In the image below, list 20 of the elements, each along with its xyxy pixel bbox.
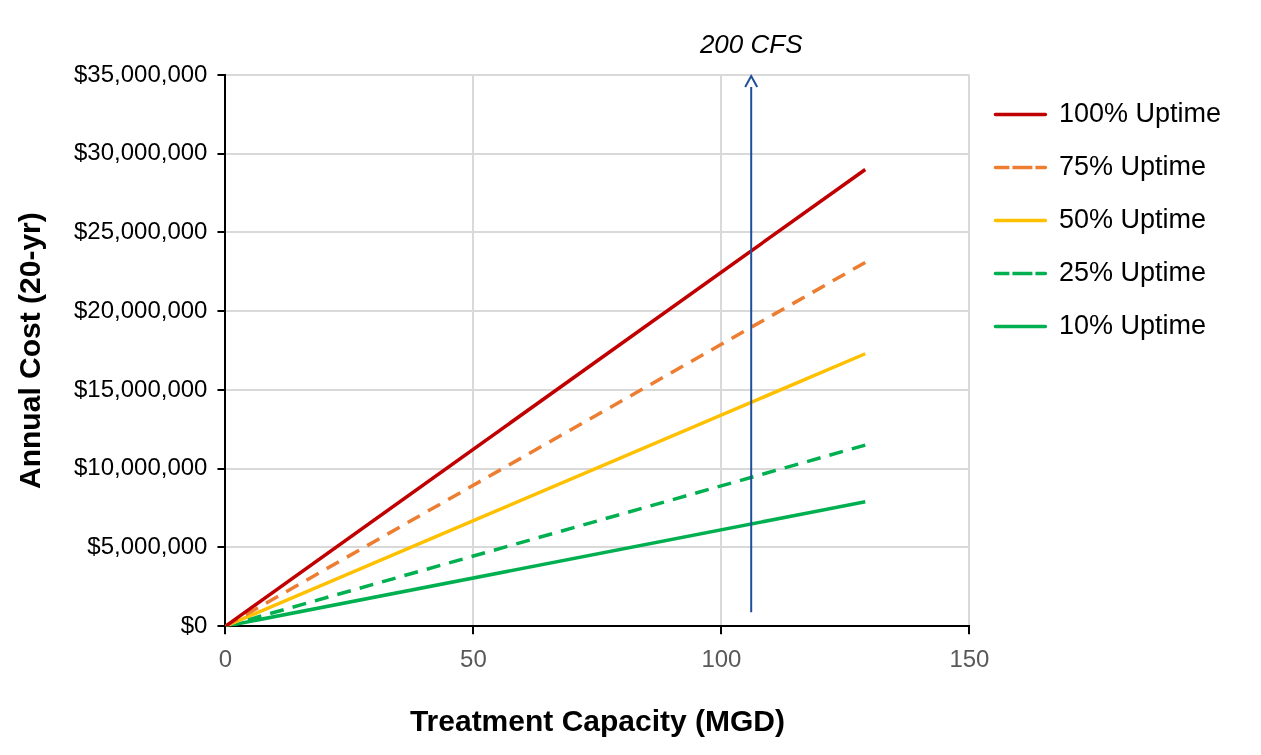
- x-tick-label: 150: [949, 645, 990, 673]
- y-axis-title: Annual Cost (20-yr): [13, 212, 47, 489]
- legend-label: 10% Uptime: [1058, 309, 1206, 340]
- legend-label: 100% Uptime: [1058, 97, 1222, 128]
- ref-line-label: 200 CFS: [698, 29, 804, 60]
- legend-label: 75% Uptime: [1058, 150, 1206, 181]
- y-tick-label: $20,000,000: [74, 295, 208, 323]
- y-tick-label: $25,000,000: [74, 217, 208, 245]
- x-tick-label: 0: [218, 645, 233, 673]
- y-tick-label: $30,000,000: [74, 138, 208, 166]
- y-tick-label: $5,000,000: [87, 532, 208, 560]
- y-tick-label: $10,000,000: [74, 453, 208, 481]
- x-tick-label: 100: [701, 645, 742, 673]
- y-tick-label: $35,000,000: [74, 59, 208, 87]
- y-tick-label: $0: [180, 610, 208, 638]
- y-tick-label: $15,000,000: [74, 374, 208, 402]
- x-tick-label: 50: [460, 645, 487, 673]
- legend-label: 25% Uptime: [1058, 256, 1206, 287]
- x-axis-title: Treatment Capacity (MGD): [409, 704, 785, 738]
- legend-label: 50% Uptime: [1058, 203, 1206, 234]
